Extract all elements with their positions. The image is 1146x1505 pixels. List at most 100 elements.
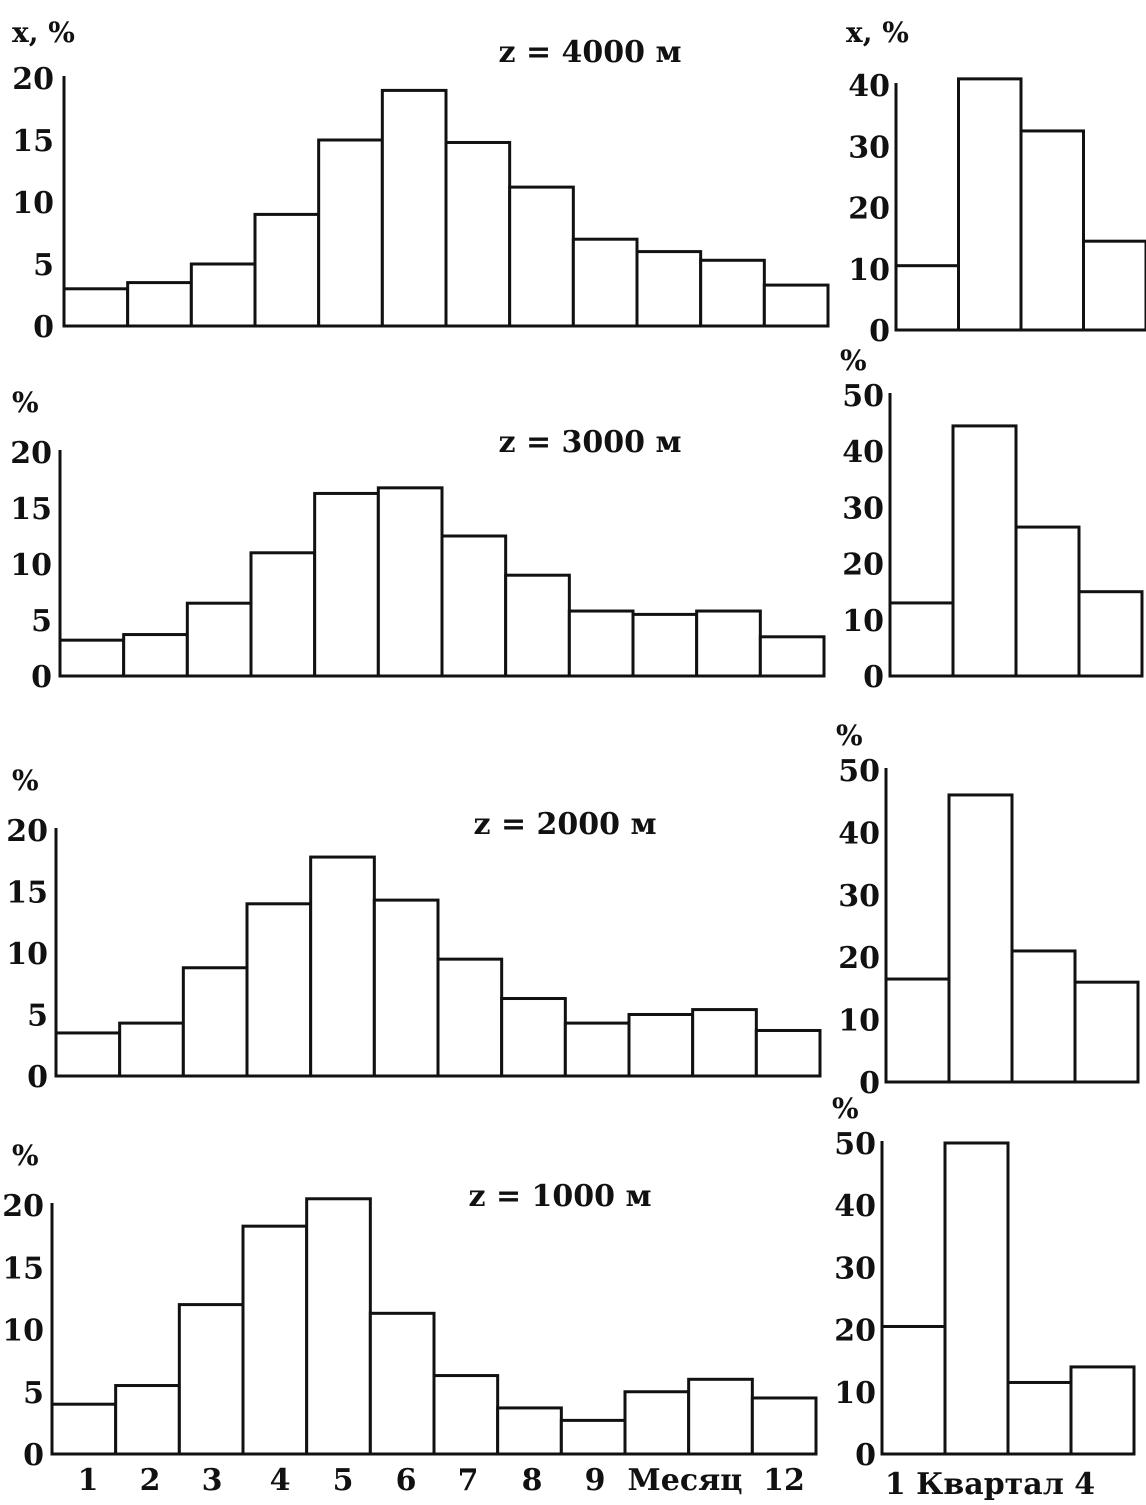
y-tick-label: 30 <box>842 491 884 526</box>
bar-11 <box>695 609 762 678</box>
y-tick-label: 20 <box>12 62 54 97</box>
bar-3 <box>1014 525 1081 678</box>
bar-6 <box>380 88 448 328</box>
y-tick-label: 10 <box>2 1314 44 1349</box>
bar-5 <box>309 855 376 1078</box>
quarterly-chart-3: 0 10 20 30 40 50% <box>836 719 1140 1101</box>
bar-4 <box>249 551 317 678</box>
y-tick-label: 0 <box>859 1066 880 1101</box>
y-tick-label: 15 <box>2 1251 44 1286</box>
bar-11 <box>699 258 766 328</box>
x-tick-label: 12 <box>763 1463 805 1498</box>
y-tick-label: 20 <box>2 1189 44 1224</box>
monthly-chart-3: 0 5 10 15 20% z = 2000 м <box>6 764 822 1095</box>
quarterly-chart-2: 0 10 20 30 40 50% <box>840 344 1144 695</box>
y-tick-label: 50 <box>842 379 884 414</box>
bar-6 <box>368 1311 436 1456</box>
bar-1 <box>58 638 126 678</box>
bar-7 <box>440 534 508 678</box>
bar-10 <box>635 250 703 328</box>
y-tick-label: 5 <box>33 248 54 283</box>
y-tick-label: 0 <box>863 660 884 695</box>
y-tick-label: 40 <box>842 435 884 470</box>
monthly-chart-1: 0 5 10 15 20 x, % z = 4000 м <box>12 16 830 345</box>
bar-6 <box>376 486 444 678</box>
y-tick-label: 0 <box>31 660 52 695</box>
bar-1 <box>894 264 960 332</box>
bar-4 <box>1077 590 1144 678</box>
y-tick-label: 10 <box>12 186 54 221</box>
bar-10 <box>627 1013 695 1078</box>
bar-8 <box>508 185 575 328</box>
y-tick-label: 0 <box>27 1060 48 1095</box>
bar-3 <box>185 601 253 678</box>
bar-8 <box>496 1406 563 1456</box>
bar-2 <box>943 1141 1010 1456</box>
bar-4 <box>241 1224 309 1456</box>
y-tick-label: 40 <box>834 1189 876 1224</box>
y-tick-label: 10 <box>834 1376 876 1411</box>
x-tick-label: 1 Квартал 4 <box>885 1467 1095 1502</box>
chart-title: z = 4000 м <box>498 35 681 70</box>
y-tick-label: 20 <box>10 436 52 471</box>
x-tick-label: 2 <box>140 1463 161 1498</box>
y-tick-label: 10 <box>10 548 52 583</box>
bar-2 <box>126 281 193 328</box>
bar-5 <box>313 491 380 678</box>
bar-3 <box>1019 129 1085 332</box>
x-tick-label: Месяц <box>628 1463 743 1498</box>
bar-1 <box>884 977 951 1084</box>
y-tick-label: 30 <box>838 879 880 914</box>
bar-11 <box>691 1008 758 1078</box>
x-tick-label: 4 <box>270 1463 291 1498</box>
y-tick-label: 20 <box>842 548 884 583</box>
y-axis-label: % <box>840 344 867 377</box>
bar-3 <box>177 1303 245 1456</box>
bar-1 <box>62 287 130 328</box>
bar-5 <box>317 138 384 328</box>
y-tick-label: 0 <box>869 314 890 349</box>
bar-2 <box>122 633 189 678</box>
bar-9 <box>567 609 635 678</box>
bar-3 <box>181 966 249 1078</box>
y-axis-label: % <box>832 1092 859 1125</box>
x-tick-label: 8 <box>522 1463 543 1498</box>
bar-9 <box>559 1418 627 1456</box>
bar-8 <box>500 997 567 1078</box>
y-axis-label: % <box>12 764 39 797</box>
bar-1 <box>888 601 955 678</box>
bar-2 <box>947 793 1014 1084</box>
bar-2 <box>114 1384 181 1456</box>
bar-2 <box>951 424 1018 678</box>
monthly-chart-2: 0 5 10 15 20% z = 3000 м <box>10 386 826 695</box>
bar-4 <box>1069 1365 1136 1456</box>
y-tick-label: 30 <box>834 1251 876 1286</box>
bar-12 <box>758 635 826 678</box>
y-axis-label: % <box>836 719 863 752</box>
bar-10 <box>623 1390 691 1456</box>
bar-12 <box>754 1028 822 1078</box>
y-tick-label: 5 <box>23 1376 44 1411</box>
bar-6 <box>372 898 440 1078</box>
bar-1 <box>880 1324 947 1456</box>
y-axis-label: % <box>12 386 39 419</box>
y-tick-label: 10 <box>6 937 48 972</box>
y-tick-label: 50 <box>838 754 880 789</box>
y-axis-label: x, % <box>12 16 75 49</box>
x-tick-label: 3 <box>202 1463 223 1498</box>
chart-title: z = 3000 м <box>498 425 681 460</box>
bar-4 <box>1073 980 1140 1084</box>
x-tick-label: 5 <box>333 1463 354 1498</box>
x-tick-label: 6 <box>396 1463 417 1498</box>
bar-11 <box>687 1377 754 1456</box>
bar-2 <box>957 77 1023 332</box>
y-tick-label: 15 <box>6 876 48 911</box>
y-tick-label: 0 <box>855 1438 876 1473</box>
bar-1 <box>50 1402 118 1456</box>
bar-12 <box>762 283 830 328</box>
y-tick-label: 5 <box>27 999 48 1034</box>
bar-7 <box>436 957 504 1078</box>
y-tick-label: 5 <box>31 604 52 639</box>
